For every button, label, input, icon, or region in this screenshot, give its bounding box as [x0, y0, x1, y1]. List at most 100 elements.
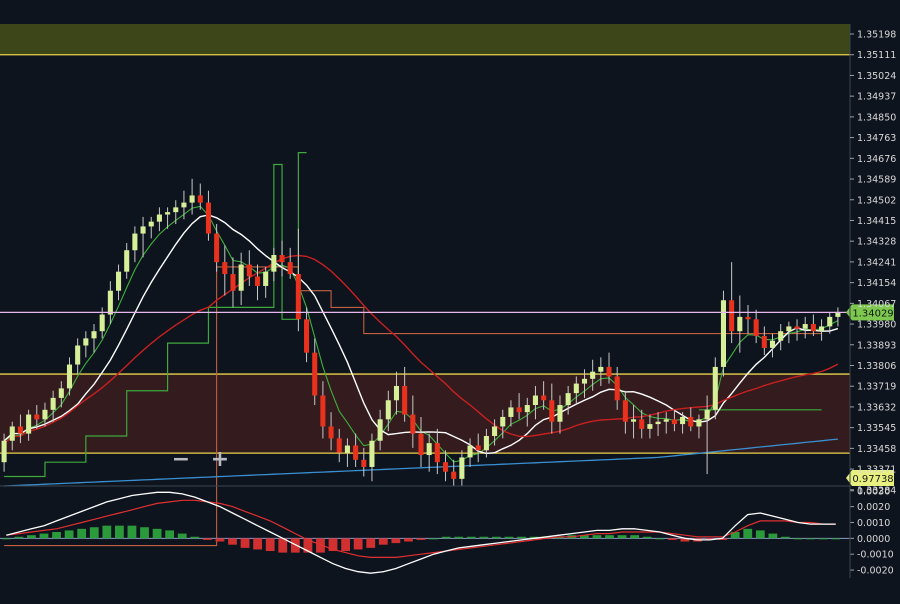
candle-body: [459, 457, 465, 479]
candle: [835, 307, 841, 327]
price-tick-label: 1.35024: [857, 71, 896, 82]
macd-histogram-bar: [391, 538, 401, 544]
candle: [451, 459, 457, 486]
price-tick-label: 1.33632: [857, 402, 896, 413]
price-tick-label: 1.33719: [857, 382, 896, 393]
candle-body: [622, 400, 628, 422]
current-price-overlay: 1.34029: [0, 304, 894, 321]
long-ma-line: [4, 438, 838, 487]
macd-histogram-bar: [504, 536, 514, 539]
macd-histogram-bar: [806, 538, 815, 540]
candle: [58, 381, 64, 408]
macd-histogram-bar: [278, 538, 288, 553]
zoom-out-label: −: [172, 447, 190, 472]
price-tick-label: 1.35111: [857, 50, 896, 61]
macd-histogram-bar: [303, 538, 313, 553]
macd-histogram-bar: [265, 538, 275, 552]
candle-body: [75, 345, 81, 365]
macd-histogram-bar: [818, 538, 828, 540]
macd-histogram-bar: [215, 538, 225, 542]
candle-body: [516, 407, 522, 413]
macd-histogram-bar: [341, 538, 350, 552]
candle: [320, 381, 326, 439]
candle: [753, 309, 759, 344]
candle-body: [598, 366, 604, 372]
candle-body: [115, 271, 122, 291]
candle-body: [704, 409, 710, 420]
candle: [140, 216, 146, 258]
macd-tick-label: 0.0020: [857, 502, 890, 513]
candle: [369, 433, 375, 482]
price-tick-label: 1.33458: [857, 444, 896, 455]
macd-histogram-bar: [39, 533, 49, 539]
candle: [418, 416, 424, 467]
candle-body: [320, 395, 326, 427]
candle: [336, 428, 342, 463]
candle: [50, 390, 56, 422]
candle: [402, 366, 408, 422]
price-tick-label: 1.34154: [857, 278, 896, 289]
candle: [214, 224, 220, 272]
candle-body: [745, 316, 751, 320]
macd-histogram-bar: [617, 535, 627, 539]
candle-body: [214, 233, 220, 263]
candle: [475, 433, 481, 463]
macd-tick-label: 0.0000: [857, 534, 890, 545]
candle-body: [541, 395, 547, 401]
candle-body: [508, 407, 514, 417]
macd-histogram-bar: [466, 536, 476, 539]
candle: [532, 385, 538, 420]
macd-histogram-bar: [328, 538, 338, 552]
candle-body: [688, 416, 694, 427]
macd-histogram-bar: [27, 535, 36, 539]
candle: [459, 450, 465, 486]
candle-body: [729, 300, 735, 332]
macd-histogram-bar: [165, 530, 175, 539]
candle-body: [737, 316, 743, 332]
candle: [148, 216, 154, 239]
candle: [205, 190, 211, 241]
price-tick-label: 1.34328: [857, 237, 896, 248]
zoom-in-button[interactable]: +: [205, 446, 235, 472]
candle-body: [590, 371, 596, 379]
price-tick-label: 1.33806: [857, 361, 896, 372]
candle-body: [492, 426, 498, 436]
candle-body: [197, 195, 203, 203]
macd-histogram-bar: [793, 538, 803, 540]
candle-body: [34, 414, 40, 420]
candle-body: [720, 300, 727, 367]
candle-body: [761, 335, 767, 348]
candle: [9, 421, 15, 451]
macd-histogram-bar: [479, 536, 489, 539]
candle-body: [107, 290, 113, 315]
macd-tick-label: -0.0010: [857, 550, 894, 561]
candle-body: [173, 207, 179, 213]
current-price-tag-bg: [846, 304, 894, 321]
candle: [393, 371, 400, 415]
candle-body: [377, 419, 383, 441]
candle: [1, 433, 7, 472]
macd-panel: 0.0030 0.0020 0.0010 0.0000 -0.0010 -0.0020 0.…: [0, 470, 894, 577]
candle-body: [819, 326, 825, 332]
candle: [344, 438, 350, 467]
candle: [680, 412, 686, 434]
price-tick-label: 1.33893: [857, 340, 896, 351]
candle-body: [26, 414, 32, 434]
candle: [622, 390, 628, 434]
candle: [238, 252, 244, 306]
candle-body: [532, 395, 538, 406]
candle: [230, 257, 236, 308]
macd-histogram-bar: [102, 525, 112, 539]
candle-body: [786, 326, 792, 332]
candle: [639, 409, 645, 439]
candle-body: [426, 443, 432, 456]
candle-body: [794, 326, 800, 329]
candle-body: [271, 255, 277, 272]
zoom-out-button[interactable]: −: [166, 446, 196, 472]
candle-body: [410, 414, 416, 434]
macd-histogram-bar: [492, 536, 501, 539]
macd-tick-label: -0.0020: [857, 566, 894, 577]
macd-line: [6, 491, 836, 574]
